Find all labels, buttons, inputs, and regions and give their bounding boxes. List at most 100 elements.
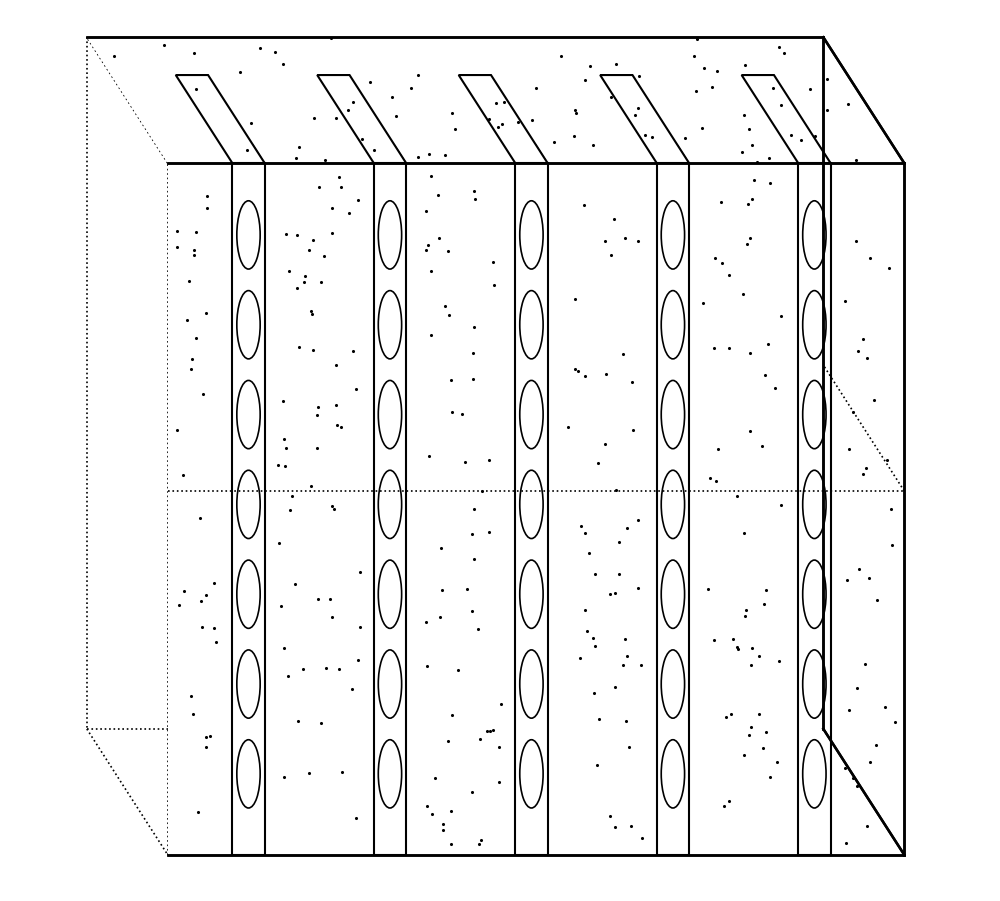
Point xyxy=(324,226,340,241)
Point xyxy=(773,97,789,112)
Point xyxy=(845,770,861,785)
Point xyxy=(736,526,752,541)
Point xyxy=(348,382,364,396)
Point xyxy=(311,179,327,194)
Point xyxy=(615,347,631,361)
Point xyxy=(869,593,885,607)
Ellipse shape xyxy=(378,740,402,808)
Polygon shape xyxy=(600,75,689,163)
Point xyxy=(435,816,451,831)
Point xyxy=(773,497,789,512)
Point xyxy=(421,147,437,161)
Ellipse shape xyxy=(378,560,402,628)
Point xyxy=(706,341,722,355)
Point xyxy=(485,724,501,738)
Point xyxy=(328,111,344,125)
Point xyxy=(560,420,576,434)
Point xyxy=(195,387,211,401)
Point xyxy=(696,61,712,76)
Point xyxy=(630,580,646,595)
Polygon shape xyxy=(232,163,265,855)
Point xyxy=(324,609,340,623)
Point xyxy=(306,112,322,126)
Point xyxy=(410,150,426,164)
Point xyxy=(479,724,495,739)
Point xyxy=(630,100,646,114)
Point xyxy=(334,765,350,779)
Point xyxy=(470,622,486,636)
Point xyxy=(434,583,450,597)
Point xyxy=(736,108,752,123)
Point xyxy=(309,408,325,423)
Point xyxy=(471,837,487,851)
Ellipse shape xyxy=(520,560,543,628)
Point xyxy=(186,248,202,262)
Point xyxy=(310,400,326,414)
Point xyxy=(443,837,459,851)
Point xyxy=(331,662,347,677)
Point xyxy=(198,306,214,321)
Point xyxy=(611,535,627,550)
Point xyxy=(443,804,459,818)
Point xyxy=(491,740,507,754)
Point xyxy=(388,109,404,123)
Point xyxy=(743,658,759,672)
Point xyxy=(566,129,582,143)
Point xyxy=(771,40,787,54)
Point xyxy=(524,113,540,127)
Point xyxy=(702,471,718,486)
Polygon shape xyxy=(176,75,265,163)
Point xyxy=(465,346,481,360)
Point xyxy=(607,820,623,834)
Point xyxy=(313,275,329,289)
Point xyxy=(591,712,607,726)
Point xyxy=(598,367,614,381)
Point xyxy=(354,132,370,146)
Point xyxy=(328,358,344,372)
Point xyxy=(627,108,643,123)
Point xyxy=(345,95,361,109)
Point xyxy=(418,243,434,258)
Point xyxy=(199,201,215,215)
Point xyxy=(328,398,344,413)
Point xyxy=(278,227,294,241)
Point xyxy=(602,587,618,601)
Point xyxy=(848,153,864,168)
Point xyxy=(313,716,329,731)
Polygon shape xyxy=(515,163,548,855)
Point xyxy=(881,261,897,276)
Point xyxy=(186,46,202,60)
Point xyxy=(749,154,765,168)
Point xyxy=(423,169,439,184)
Ellipse shape xyxy=(803,291,826,359)
Point xyxy=(323,31,339,45)
Point xyxy=(582,59,598,73)
Ellipse shape xyxy=(661,291,685,359)
Point xyxy=(721,268,737,282)
Point xyxy=(440,244,456,259)
Point xyxy=(617,633,633,647)
Point xyxy=(291,340,307,354)
Point xyxy=(567,361,583,376)
Point xyxy=(631,68,647,83)
Point xyxy=(739,237,755,251)
Point xyxy=(729,640,745,654)
Point xyxy=(316,249,332,263)
Point xyxy=(586,687,602,701)
Point xyxy=(729,489,745,504)
Point xyxy=(708,474,724,488)
Point xyxy=(481,453,497,468)
Point xyxy=(618,714,634,728)
Polygon shape xyxy=(823,37,904,855)
Point xyxy=(570,364,586,378)
Point xyxy=(331,169,347,184)
Point xyxy=(188,331,204,345)
Point xyxy=(713,195,729,209)
Point xyxy=(183,361,199,376)
Ellipse shape xyxy=(237,740,260,808)
Point xyxy=(423,328,439,342)
Point xyxy=(819,103,835,117)
Point xyxy=(276,769,292,784)
Point xyxy=(482,724,498,738)
Point xyxy=(630,513,646,527)
